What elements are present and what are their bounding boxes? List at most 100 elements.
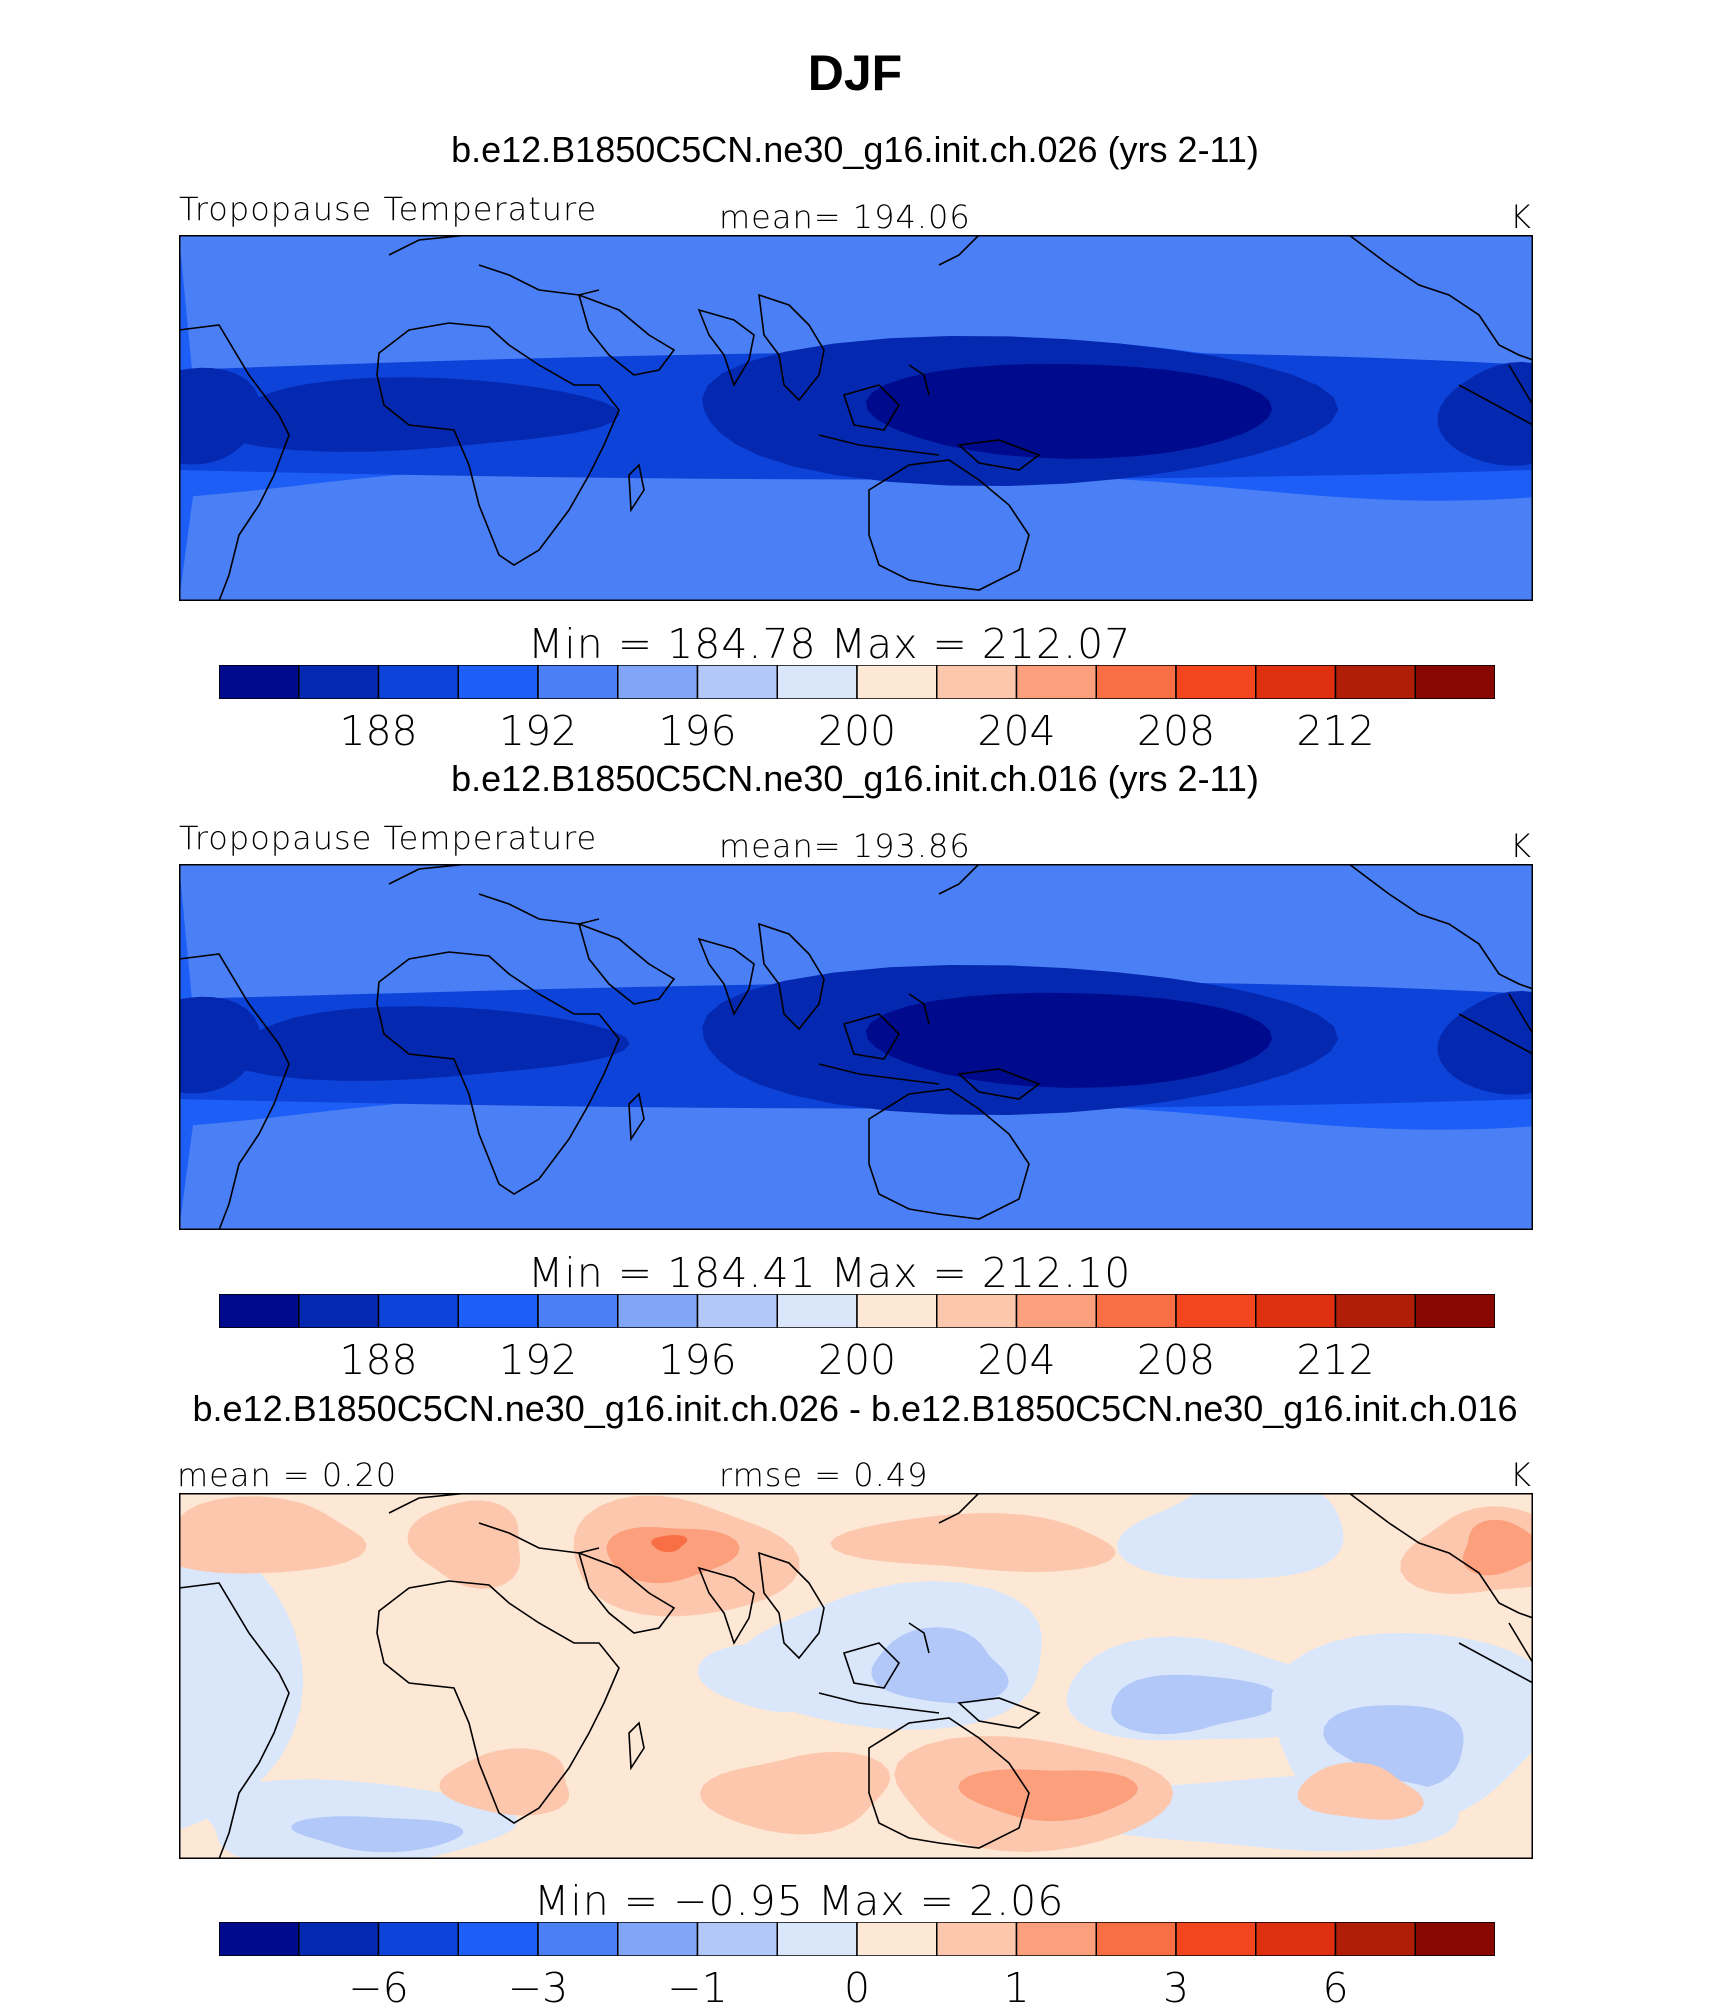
panel-1-colorbar-box [1095,665,1177,699]
panel-3-coastline [179,1582,290,1859]
panel-1-coastline [179,324,290,601]
panel-3-colorbar-box [377,1922,459,1956]
panel-1-colorbar-box [856,665,938,699]
panel-1-colorbar-box [1414,665,1495,699]
panel-1-map [179,235,1533,601]
panel-3-coastline [388,1493,600,1554]
panel-1-colorbar-box [537,665,619,699]
panel-3-coastline [957,1697,1041,1729]
panel-3-coastline [842,1642,901,1689]
panel-1-colorbar-tick-label: 212 [1296,707,1375,755]
panel-3-map [179,1493,1533,1859]
panel-1-colorbar-box [457,665,539,699]
panel-2-coastline [577,922,676,1005]
panel-2-colorbar-tick-label: 208 [1136,1336,1216,1384]
panel-2-colorbar-tick-label: 196 [658,1336,737,1384]
panel-3-colorbar-tick-label: −3 [507,1964,569,2012]
panel-1-coastline [818,434,940,456]
panel-3-contour-patch [1462,1519,1533,1576]
panel-2-contour-cold-core [179,996,261,1094]
panel-2-colorbar-box [1414,1294,1495,1328]
panel-1-colorbar-box [1334,665,1416,699]
panel-1-contour-cold-core [179,367,261,465]
panel-2-minmax-label: Min = 184.41 Max = 212.10 [528,1249,1132,1297]
panel-3-contour-patch [699,1751,891,1835]
panel-3-colorbar-tick-label: −1 [667,1964,728,2012]
panel-1-colorbar-tick-label: 196 [658,707,737,755]
panel-3-coastline [697,1566,755,1645]
panel-1-coastline [938,235,980,266]
panel-2-coastline [758,922,825,1031]
panel-3-coastline [577,1551,676,1634]
panel-3-contour-patch [1323,1705,1464,1789]
panel-2-contour-cold-core [222,1006,630,1081]
panel-1-colorbar-box [1255,665,1337,699]
panel-1-colorbar-tick-label: 188 [339,707,418,755]
panel-3-colorbar-box [776,1922,858,1956]
panel-2-coastline [818,1063,940,1085]
panel-3-contour-patch [1111,1674,1282,1735]
panel-2-colorbar-box [377,1294,459,1328]
panel-3-coastline [1508,1622,1533,1664]
panel-2-colorbar-tick-label: 192 [498,1336,578,1384]
panel-3-colorbar-box [1015,1922,1097,1956]
panel-3-colorbar-box [1175,1922,1257,1956]
panel-3-colorbar-box [1414,1922,1495,1956]
panel-3-coastline [938,1493,980,1524]
panel-1-colorbar-box [298,665,380,699]
panel-3-coastline [1458,1642,1533,1684]
panel-2-colorbar-tick-label: 188 [339,1336,418,1384]
panel-1-contour-cold-core [212,377,620,452]
panel-1-coastline [577,293,676,376]
panel-1-mean-label: mean= 194.06 [719,198,971,236]
panel-1-coastline [628,463,645,513]
panel-1-colorbar-tick-label: 204 [977,707,1056,755]
panel-1-coastline [1348,235,1533,361]
panel-3-colorbar-tick-label: 0 [843,1964,871,2012]
panel-1-contour-band-north [179,235,1533,385]
panel-3-contour-patch [407,1500,521,1589]
panel-3-colorbar-box [298,1922,380,1956]
panel-2-colorbar [219,1294,1495,1328]
panel-1-coastline [388,235,600,296]
panel-3-colorbar-box [1255,1922,1337,1956]
panel-2-colorbar-box [219,1294,300,1328]
panel-2-variable-label: Tropopause Temperature [179,819,598,857]
panel-2-coastline [957,1068,1041,1100]
panel-3-map-frame [179,1493,1533,1859]
panel-3-contour-patch [651,1535,688,1553]
panel-2-map [179,864,1533,1230]
panel-3-minmax-label: Min = −0.95 Max = 2.06 [534,1877,1065,1925]
panel-3-contour-patch [439,1748,569,1816]
panel-2-map-frame [179,864,1533,1230]
panel-1-coastline [842,384,901,431]
panel-3-coastline [818,1692,940,1714]
panel-3-contour-patch [958,1769,1138,1822]
panel-2-colorbar-tick-label: 200 [817,1336,897,1384]
panel-2-mean-label: mean= 193.86 [719,827,971,865]
panel-3-colorbar-box [936,1922,1018,1956]
panel-3-colorbar-box [457,1922,539,1956]
panel-2-colorbar-box [936,1294,1018,1328]
panel-1-colorbar [219,665,1495,699]
panel-3-mean-label: mean = 0.20 [177,1456,398,1494]
panel-3-rmse-label: rmse = 0.49 [719,1456,929,1494]
panel-1-coastline [957,439,1041,471]
panel-3-contour-patch [871,1627,1009,1704]
panel-1-colorbar-box [377,665,459,699]
panel-1-coastline [1508,364,1533,406]
panel-2-coastline [628,1092,645,1142]
panel-1-contour-cold-core [865,363,1273,459]
panel-3-case-title: b.e12.B1850C5CN.ne30_g16.init.ch.026 - b… [192,1388,1518,1429]
panel-1-units-label: K [1510,198,1532,236]
panel-1-contour-cold-core [1437,361,1533,466]
panel-3-colorbar-tick-label: 3 [1162,1964,1190,2012]
panel-1-variable-label: Tropopause Temperature [179,190,598,228]
panel-2-coastline [179,953,290,1230]
panel-3-contour-patch [606,1527,740,1584]
panel-2-coastline [388,864,600,925]
panel-1-coastline [758,293,825,402]
panel-3-coastline [868,1717,1030,1849]
panel-2-contour-cold-core [865,992,1273,1088]
panel-1-map-frame [179,235,1533,601]
